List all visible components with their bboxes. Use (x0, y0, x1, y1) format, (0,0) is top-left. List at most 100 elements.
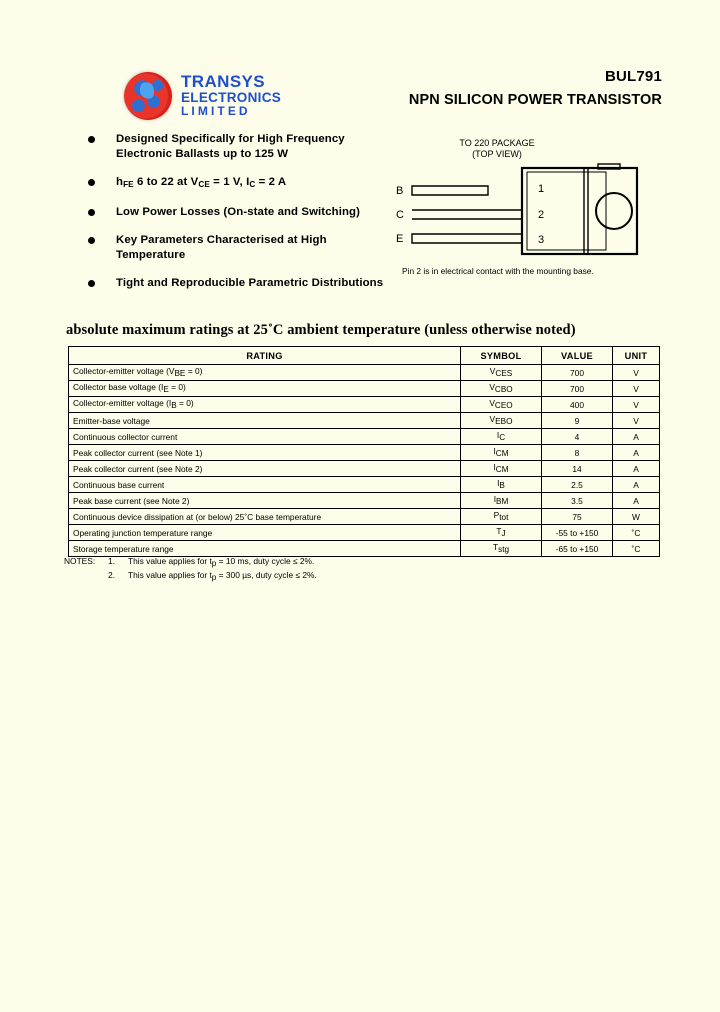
cell-symbol: VCES (460, 364, 542, 381)
package-note: Pin 2 is in electrical contact with the … (402, 266, 594, 276)
feature-item: Designed Specifically for High Frequency… (88, 132, 388, 162)
table-row: Peak base current (see Note 2) IBM 3.5 A (68, 492, 660, 509)
pin-number-1: 1 (538, 183, 544, 195)
package-diagram: TO 220 PACKAGE (TOP VIEW) B C E 1 2 (392, 138, 672, 288)
cell-symbol: ICM (460, 460, 542, 477)
cell-value: 700 (541, 380, 613, 397)
page-header: TRANSYS ELECTRONICS LIMITED BUL791 NPN S… (0, 30, 720, 120)
cell-value: 75 (541, 508, 613, 525)
table-row: Continuous device dissipation at (or bel… (68, 508, 660, 525)
package-title-line-1: TO 220 PACKAGE (459, 138, 535, 148)
note-text: This value applies for tp = 300 µs, duty… (128, 569, 317, 582)
feature-item: Key Parameters Characterised at High Tem… (88, 233, 388, 263)
table-row: Emitter-base voltage VEBO 9 V (68, 412, 660, 429)
table-row: Collector-emitter voltage (IB = 0) VCEO 40… (68, 396, 660, 413)
cell-rating: Emitter-base voltage (68, 412, 461, 429)
part-number: BUL791 (604, 68, 662, 85)
cell-rating: Collector-emitter voltage (VBE = 0) (68, 364, 461, 381)
cell-unit: A (612, 460, 660, 477)
company-logo: TRANSYS ELECTRONICS LIMITED (124, 68, 281, 123)
cell-symbol: IB (460, 476, 542, 493)
cell-rating: Peak base current (see Note 2) (68, 492, 461, 509)
part-description: NPN SILICON POWER TRANSISTOR (408, 92, 662, 108)
bullet-icon (88, 209, 95, 216)
table-notes: NOTES: 1. This value applies for tp = 10… (64, 556, 317, 583)
table-row: Collector-emitter voltage (VBE = 0) VCES 7… (68, 364, 660, 381)
cell-unit: ˚C (612, 524, 660, 541)
note-text: This value applies for tp = 10 ms, duty … (128, 556, 315, 568)
table-header-row: RATING SYMBOL VALUE UNIT (68, 346, 660, 365)
logo-text: TRANSYS ELECTRONICS LIMITED (181, 71, 282, 119)
globe-icon (124, 71, 172, 120)
cell-unit: A (612, 476, 660, 493)
pin-label-b: B (396, 185, 403, 197)
cell-value: 9 (541, 412, 613, 429)
notes-label: NOTES: (64, 556, 96, 566)
cell-unit: ˚C (612, 540, 660, 557)
cell-symbol: IBM (460, 492, 542, 509)
logo-line-2: ELECTRONICS (181, 89, 282, 105)
feature-text: Designed Specifically for High Frequency… (116, 133, 345, 160)
cell-unit: A (612, 428, 660, 445)
table-body: Collector-emitter voltage (VBE = 0) VCES 7… (68, 364, 660, 557)
cell-value: 700 (541, 364, 613, 381)
feature-item: Low Power Losses (On-state and Switching… (88, 205, 388, 220)
table-row: Peak collector current (see Note 1) ICM 8 A (68, 444, 660, 461)
feature-item: Tight and Reproducible Parametric Distri… (88, 276, 388, 291)
cell-symbol: VCBO (460, 380, 542, 397)
table-header: RATING SYMBOL VALUE UNIT (68, 346, 660, 365)
bullet-icon (88, 179, 95, 186)
cell-rating: Peak collector current (see Note 2) (68, 460, 461, 477)
cell-rating: Storage temperature range (68, 540, 461, 557)
cell-value: 8 (541, 444, 613, 461)
table-row: Storage temperature range Tstg -65 to +150… (68, 540, 660, 557)
bullet-icon (88, 280, 95, 287)
cell-value: 2.5 (541, 476, 613, 493)
table-row: Continuous base current IB 2.5 A (68, 476, 660, 493)
cell-symbol: VCEO (460, 396, 542, 413)
table-row: Collector base voltage (IE = 0) VCBO 700 V (68, 380, 660, 397)
cell-symbol: IC (460, 428, 542, 445)
pin-number-3: 3 (538, 234, 544, 246)
pin-label-c: C (396, 209, 404, 221)
cell-rating: Continuous device dissipation at (or bel… (68, 508, 461, 525)
cell-unit: V (612, 412, 660, 429)
cell-rating: Peak collector current (see Note 1) (68, 444, 461, 461)
feature-item: hFE 6 to 22 at VCE = 1 V, IC = 2 A (88, 175, 388, 192)
logo-line-3: LIMITED (181, 104, 251, 119)
bullet-icon (88, 136, 95, 143)
feature-text: Low Power Losses (On-state and Switching… (116, 206, 360, 218)
note-number: 2. (108, 569, 115, 580)
cell-symbol: Tstg (460, 540, 542, 557)
cell-symbol: Ptot (460, 508, 542, 525)
cell-value: -65 to +150 (541, 540, 613, 557)
cell-value: 4 (541, 428, 613, 445)
column-header-symbol: SYMBOL (460, 346, 542, 365)
cell-unit: A (612, 444, 660, 461)
bullet-icon (88, 237, 95, 244)
cell-rating: Continuous base current (68, 476, 461, 493)
notes-label-spacer (64, 570, 108, 584)
logo-line-1: TRANSYS (181, 71, 266, 91)
feature-text: Key Parameters Characterised at High Tem… (116, 234, 327, 261)
cell-value: 14 (541, 460, 613, 477)
to220-outline-svg: B C E 1 2 3 (396, 163, 639, 256)
feature-text: Tight and Reproducible Parametric Distri… (116, 277, 384, 289)
cell-value: 400 (541, 396, 613, 413)
cell-symbol: VEBO (460, 412, 542, 429)
cell-value: -55 to +150 (541, 524, 613, 541)
feature-text: hFE 6 to 22 at VCE = 1 V, IC = 2 A (116, 176, 287, 189)
cell-value: 3.5 (541, 492, 613, 509)
cell-rating: Continuous collector current (68, 428, 461, 445)
package-title: TO 220 PACKAGE (TOP VIEW) (392, 138, 602, 160)
cell-unit: W (612, 508, 660, 525)
absolute-maximum-ratings-table: RATING SYMBOL VALUE UNIT Collector-emitt… (68, 346, 660, 557)
column-header-rating: RATING (68, 346, 461, 365)
table-row: Peak collector current (see Note 2) ICM 14… (68, 460, 660, 477)
table-row: Operating junction temperature range TJ -5… (68, 524, 660, 541)
cell-symbol: ICM (460, 444, 542, 461)
ratings-heading: absolute maximum ratings at 25˚C ambient… (66, 322, 576, 338)
pin-label-e: E (396, 233, 403, 245)
features-list: Designed Specifically for High Frequency… (88, 132, 388, 304)
